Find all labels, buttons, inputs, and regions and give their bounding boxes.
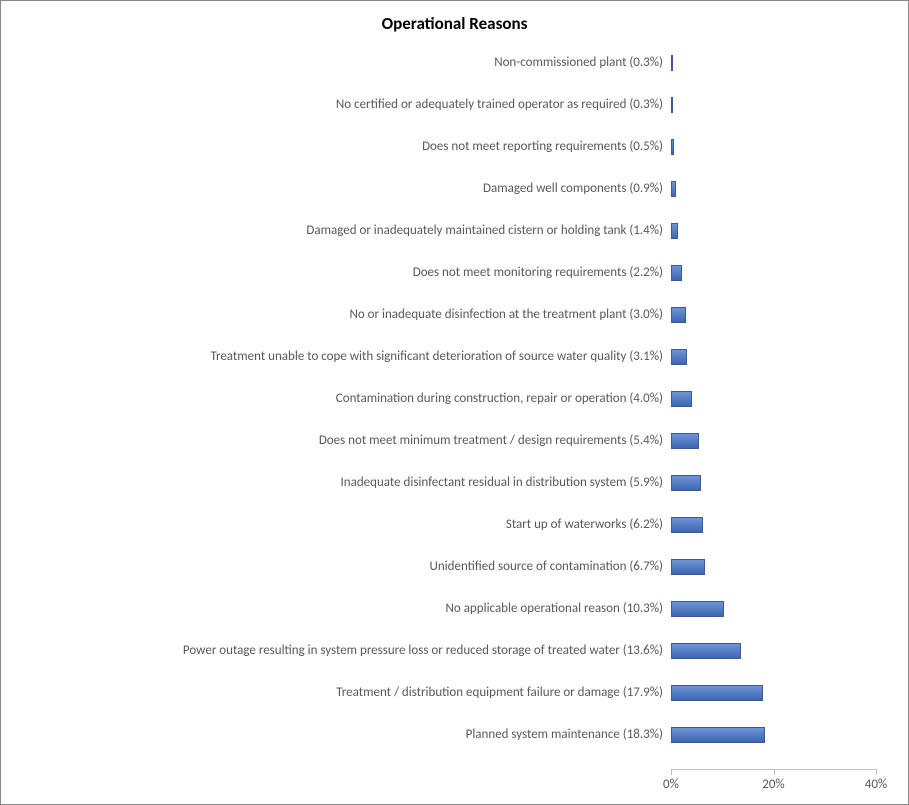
x-tick-label: 20%: [762, 777, 784, 792]
bar-row: Treatment unable to cope with significan…: [671, 347, 876, 367]
bar-row: Non-commissioned plant (0.3%): [671, 53, 876, 73]
bar-label: Treatment / distribution equipment failu…: [336, 683, 671, 703]
bar: [671, 391, 692, 407]
bar: [671, 685, 763, 701]
bar-row: No certified or adequately trained opera…: [671, 95, 876, 115]
bar-row: Damaged well components (0.9%): [671, 179, 876, 199]
bar: [671, 727, 765, 743]
bar-label: Damaged well components (0.9%): [483, 179, 671, 199]
bar-row: Unidentified source of contamination (6.…: [671, 557, 876, 577]
bar-label: Inadequate disinfectant residual in dist…: [341, 473, 672, 493]
bar: [671, 433, 699, 449]
bar-label: Contamination during construction, repai…: [336, 389, 671, 409]
bar: [671, 223, 678, 239]
bar-label: No applicable operational reason (10.3%): [446, 599, 671, 619]
bar-label: Damaged or inadequately maintained ciste…: [306, 221, 671, 241]
bar: [671, 181, 676, 197]
bar-label: Planned system maintenance (18.3%): [466, 725, 671, 745]
bar-row: Does not meet minimum treatment / design…: [671, 431, 876, 451]
bar-row: Power outage resulting in system pressur…: [671, 641, 876, 661]
x-tick: [671, 769, 672, 775]
bar: [671, 307, 686, 323]
x-tick-label: 0%: [663, 777, 679, 792]
bar-row: Contamination during construction, repai…: [671, 389, 876, 409]
bar: [671, 475, 701, 491]
chart-title: Operational Reasons: [1, 13, 908, 34]
bar: [671, 349, 687, 365]
bar: [671, 265, 682, 281]
bar-label: Power outage resulting in system pressur…: [183, 641, 671, 661]
bar-row: Does not meet reporting requirements (0.…: [671, 137, 876, 157]
bar-label: Start up of waterworks (6.2%): [506, 515, 671, 535]
bar-label: Unidentified source of contamination (6.…: [430, 557, 672, 577]
bar: [671, 601, 724, 617]
bar-label: Does not meet reporting requirements (0.…: [422, 137, 671, 157]
x-tick: [774, 769, 775, 775]
bar: [671, 643, 741, 659]
bar: [671, 517, 703, 533]
bar: [671, 55, 673, 71]
bar-label: No or inadequate disinfection at the tre…: [349, 305, 671, 325]
bar-label: No certified or adequately trained opera…: [336, 95, 671, 115]
x-tick: [876, 769, 877, 775]
bar-label: Non-commissioned plant (0.3%): [494, 53, 671, 73]
bar-row: Start up of waterworks (6.2%): [671, 515, 876, 535]
bar-row: No or inadequate disinfection at the tre…: [671, 305, 876, 325]
chart-frame: Operational Reasons Non-commissioned pla…: [0, 0, 909, 805]
bar-row: No applicable operational reason (10.3%): [671, 599, 876, 619]
bar-label: Does not meet monitoring requirements (2…: [413, 263, 671, 283]
bar-row: Does not meet monitoring requirements (2…: [671, 263, 876, 283]
bar-label: Does not meet minimum treatment / design…: [319, 431, 671, 451]
bar: [671, 139, 674, 155]
bar: [671, 97, 673, 113]
bar: [671, 559, 705, 575]
x-tick-label: 40%: [865, 777, 887, 792]
bar-row: Planned system maintenance (18.3%): [671, 725, 876, 745]
bar-row: Treatment / distribution equipment failu…: [671, 683, 876, 703]
bar-label: Treatment unable to cope with significan…: [210, 347, 671, 367]
bar-row: Damaged or inadequately maintained ciste…: [671, 221, 876, 241]
plot-area: Non-commissioned plant (0.3%) No certifie…: [671, 53, 876, 768]
bar-row: Inadequate disinfectant residual in dist…: [671, 473, 876, 493]
